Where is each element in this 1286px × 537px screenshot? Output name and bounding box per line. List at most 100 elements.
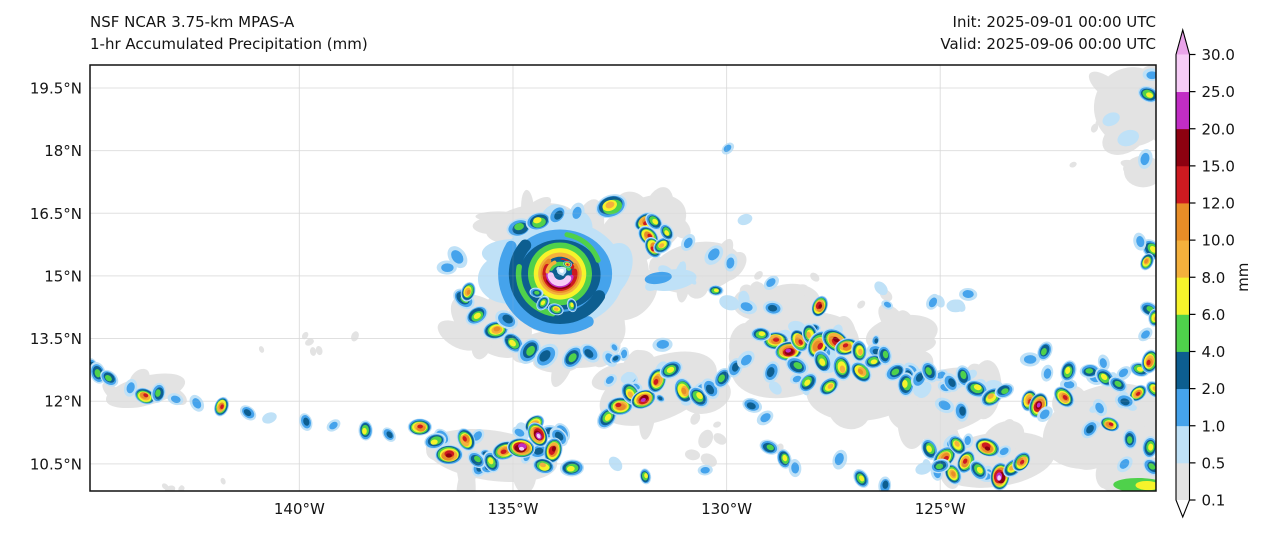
precip-blob <box>559 269 564 274</box>
precip-shape <box>1144 107 1156 145</box>
precip-shape <box>1085 368 1094 374</box>
lat-tick-label: 18°N <box>44 142 82 160</box>
precip-cell <box>609 342 620 353</box>
gridlines-overlay <box>90 65 1156 491</box>
precip-cell <box>788 458 802 478</box>
precip-shape <box>798 339 803 345</box>
precip-cell <box>754 271 763 280</box>
precip-cell <box>436 260 457 275</box>
precip-shape <box>713 288 719 293</box>
precip-cell <box>785 356 809 376</box>
colorbar-segment <box>1176 203 1190 241</box>
precip-shape <box>1001 388 1009 395</box>
precip-shape <box>1119 459 1130 469</box>
precip-cell <box>527 422 549 447</box>
precip-shape <box>620 371 636 384</box>
precip-shape <box>878 303 908 337</box>
precip-shape <box>698 429 714 449</box>
precip-cell <box>467 451 486 469</box>
precip-shape <box>509 339 516 347</box>
precip-shape <box>1063 381 1075 389</box>
precip-cell <box>853 469 870 488</box>
precip-shape <box>1100 373 1108 380</box>
colorbar: 0.1 0.5 1.0 2.0 4.0 6.0 8.0 10.0 12.0 15.0 20.0 25.… <box>1175 27 1252 519</box>
precip-shape <box>644 271 672 285</box>
precip-cell <box>713 433 727 445</box>
precip-cell <box>1142 436 1156 459</box>
precip-cell <box>299 413 313 431</box>
precip-shape <box>536 433 541 439</box>
map-frame <box>89 64 1157 492</box>
precip-cell <box>536 295 550 311</box>
precip-shape <box>653 378 659 385</box>
precip-shape <box>891 368 900 376</box>
precip-shape <box>1095 118 1102 126</box>
precip-shape <box>534 290 540 295</box>
precip-cell <box>857 300 866 309</box>
precip-cell <box>569 202 585 223</box>
precip-shape <box>925 367 932 376</box>
precip-shape <box>963 458 968 464</box>
precip-shape <box>766 278 776 287</box>
precip-shape <box>554 210 563 220</box>
precip-shape <box>683 237 693 249</box>
colorbar-tick-label: 0.1 <box>1202 492 1226 510</box>
precip-cell <box>1140 253 1155 271</box>
precip-shape <box>640 397 646 402</box>
precip-cell <box>996 445 1011 458</box>
precip-shape <box>1150 165 1156 181</box>
precip-cell <box>1138 149 1153 169</box>
colorbar-segment <box>1176 277 1190 315</box>
precip-shape <box>1120 398 1130 406</box>
precip-shape <box>987 393 994 399</box>
precip-arc <box>533 248 587 300</box>
precip-shape <box>700 466 710 474</box>
precip-cell <box>580 343 600 363</box>
precip-cell <box>1079 364 1100 379</box>
precip-cell <box>834 337 858 356</box>
precip-cell <box>1095 118 1102 126</box>
lon-tick-label: 135°W <box>487 500 538 518</box>
precip-shape <box>681 387 687 395</box>
precip-cell <box>1012 451 1031 472</box>
precip-cell <box>700 453 717 467</box>
colorbar-tick-label: 10.0 <box>1202 232 1235 250</box>
precip-shape <box>1120 159 1141 170</box>
precip-shape <box>960 370 967 380</box>
lon-tick-label: 140°W <box>274 500 325 518</box>
precip-cell <box>653 237 672 254</box>
precip-shape <box>329 421 338 430</box>
precip-shape <box>1065 366 1071 375</box>
precip-cell <box>1122 429 1138 450</box>
precip-shape <box>572 206 582 219</box>
precip-shape <box>514 223 524 231</box>
precip-shape <box>441 263 454 273</box>
precip-cell <box>659 223 674 241</box>
precip-shape <box>604 413 612 421</box>
precip-cell <box>164 485 176 491</box>
precip-cell <box>620 371 636 384</box>
precip-shape <box>1090 123 1099 133</box>
precip-shape <box>1102 112 1120 127</box>
precip-shape <box>834 452 844 466</box>
precip-shape <box>1141 330 1150 339</box>
precip-shape <box>533 217 542 224</box>
precip-shape <box>964 436 971 446</box>
precip-cell <box>189 394 205 412</box>
precip-cell <box>507 437 536 458</box>
precip-shape <box>749 281 761 293</box>
precip-shape <box>570 302 574 308</box>
precip-shape <box>806 331 811 339</box>
lat-tick-label: 13.5°N <box>30 330 82 348</box>
precip-shape <box>690 412 701 425</box>
precip-shape <box>859 475 865 482</box>
precip-shape <box>540 300 546 306</box>
precip-cell <box>1097 354 1110 371</box>
colorbar-tick-label: 15.0 <box>1202 157 1235 175</box>
precip-cell <box>559 459 585 477</box>
precip-cell <box>832 354 852 381</box>
precip-cell <box>1100 416 1120 432</box>
precip-cell <box>1060 360 1077 383</box>
precip-shape <box>857 300 866 309</box>
precip-shape <box>472 216 517 235</box>
